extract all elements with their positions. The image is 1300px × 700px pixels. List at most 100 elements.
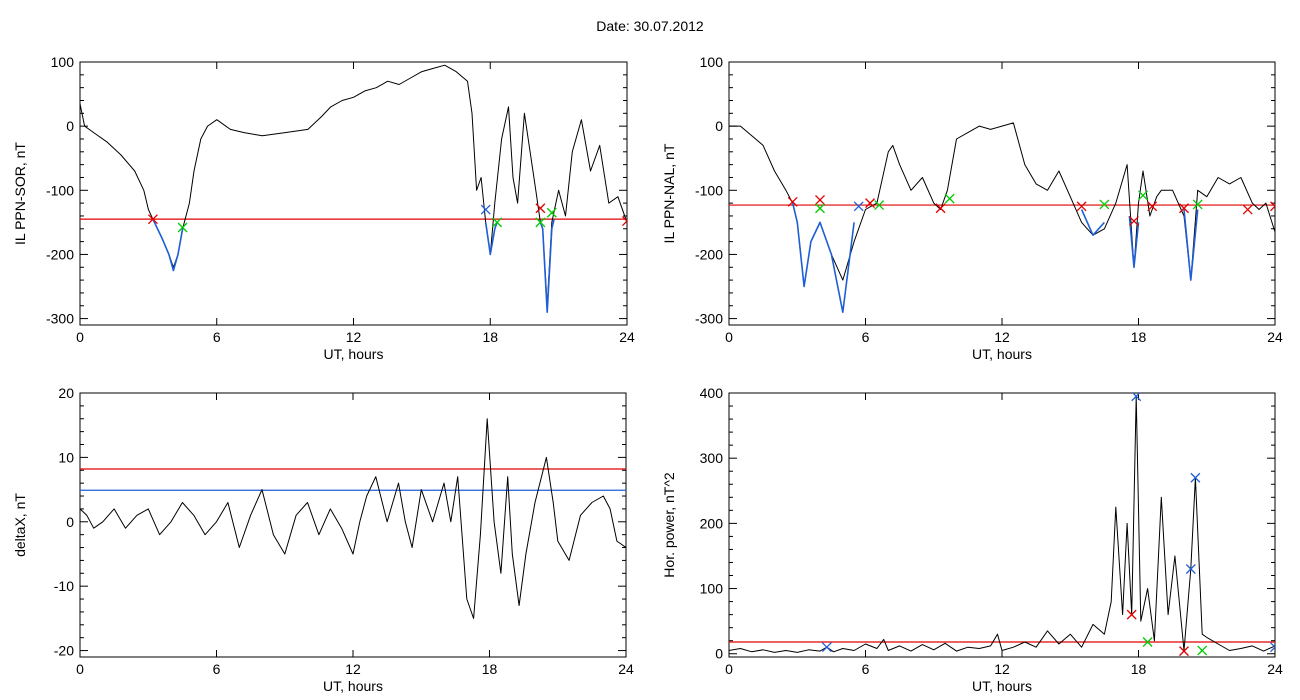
marker-stroke (1242, 204, 1253, 215)
marker-stroke (1147, 201, 1158, 212)
event-marker (1142, 637, 1153, 647)
x-tick-label: 0 (725, 661, 733, 677)
y-tick-label: 100 (51, 54, 75, 70)
marker-stroke (787, 196, 798, 207)
x-tick-label: 0 (76, 661, 84, 677)
event-marker (787, 196, 798, 207)
y-tick-label: 0 (715, 118, 723, 134)
series-line-4 (1183, 209, 1199, 281)
marker-stroke (1128, 216, 1139, 227)
event-marker (815, 194, 825, 205)
x-tick-label: 18 (482, 329, 498, 345)
marker-stroke (935, 203, 946, 214)
chart-deltax: 0 6 12 18 24 -20 -10 0 10 20 UT, hours deltaX, nT (12, 385, 634, 694)
marker-stroke (1185, 564, 1196, 574)
y-tick-label: -300 (46, 311, 74, 327)
series-line-1 (152, 218, 184, 272)
y-axis-label: Hor. power, nT^2 (661, 472, 677, 578)
x-axis-label: UT, hours (972, 346, 1032, 362)
x-tick-label: 18 (482, 661, 498, 677)
x-tick-label: 24 (1267, 661, 1283, 677)
event-marker (1147, 201, 1158, 212)
y-axis-label: IL PPN-NAL, nT (661, 143, 677, 243)
x-axis-label: UT, hours (323, 678, 383, 694)
event-marker (1192, 199, 1203, 210)
plot-area (729, 393, 1275, 657)
y-tick-label: -100 (695, 182, 723, 198)
y-tick-label: 400 (700, 385, 724, 401)
marker-stroke (1270, 201, 1275, 208)
event-marker (1179, 646, 1189, 657)
event-marker (1242, 204, 1253, 215)
event-marker (1131, 393, 1142, 402)
plot-frame (79, 61, 628, 326)
x-tick-label: 24 (619, 329, 635, 345)
x-tick-label: 6 (213, 329, 221, 345)
event-marker (1270, 201, 1275, 212)
event-marker (1197, 645, 1208, 656)
x-axis-label: UT, hours (324, 346, 384, 362)
marker-stroke (622, 220, 627, 227)
marker-stroke (1099, 199, 1110, 210)
marker-stroke (865, 198, 876, 209)
event-marker (1190, 472, 1201, 483)
chart-sor: 0 6 12 18 24 -300 -200 -100 0 100 UT, hours IL PPN-… (12, 54, 635, 362)
y-tick-label: -20 (54, 643, 74, 659)
event-marker (944, 193, 955, 204)
marker-stroke (1138, 190, 1149, 201)
marker-stroke (535, 217, 546, 228)
marker-stroke (480, 204, 491, 215)
y-tick-label: -10 (54, 578, 74, 594)
x-tick-label: 12 (994, 329, 1010, 345)
marker-stroke (147, 214, 158, 225)
plot-area (729, 122, 1275, 314)
y-axis-label: IL PPN-SOR, nT (12, 142, 28, 245)
y-tick-label: 300 (700, 450, 724, 466)
x-axis-label: UT, hours (972, 678, 1032, 694)
event-marker (535, 203, 546, 214)
event-marker (853, 201, 864, 212)
event-marker (865, 198, 876, 209)
x-tick-label: 18 (1131, 329, 1147, 345)
event-marker (935, 203, 946, 214)
marker-stroke (821, 642, 832, 653)
x-tick-label: 6 (213, 661, 221, 677)
marker-stroke (177, 222, 188, 233)
event-marker (1185, 564, 1196, 574)
plot-frame (79, 392, 627, 658)
marker-stroke (944, 193, 955, 204)
marker-stroke (622, 216, 627, 223)
y-tick-label: -300 (695, 311, 723, 327)
chart-nal: 0 6 12 18 24 -300 -200 -100 0 100 UT, hours IL PPN-… (661, 54, 1283, 362)
event-marker (492, 217, 503, 228)
event-marker (147, 214, 158, 225)
y-tick-label: 20 (58, 385, 74, 401)
series-line-0 (80, 418, 626, 619)
marker-stroke (1179, 203, 1189, 214)
x-tick-label: 6 (862, 329, 870, 345)
event-marker (1138, 190, 1149, 201)
x-tick-label: 12 (345, 661, 361, 677)
marker-stroke (1126, 609, 1137, 620)
y-tick-label: 200 (700, 515, 724, 531)
marker-stroke (815, 203, 825, 214)
x-tick-label: 0 (76, 329, 84, 345)
y-tick-label: 0 (66, 514, 74, 530)
marker-stroke (1270, 642, 1275, 649)
y-axis-label: deltaX, nT (12, 493, 28, 557)
event-marker (622, 216, 627, 227)
series-line-2 (1080, 209, 1105, 236)
marker-stroke (815, 194, 825, 205)
event-marker (1099, 199, 1110, 210)
event-marker (821, 642, 832, 653)
x-tick-label: 18 (1131, 661, 1147, 677)
chart-power: 0 6 12 18 24 0 100 200 300 400 UT, hours Hor. power… (661, 385, 1283, 694)
marker-stroke (1131, 393, 1141, 402)
event-marker (874, 200, 885, 211)
x-tick-label: 0 (725, 329, 733, 345)
marker-stroke (1179, 646, 1189, 657)
marker-stroke (853, 201, 864, 212)
marker-stroke (546, 207, 557, 218)
x-tick-label: 6 (862, 661, 870, 677)
